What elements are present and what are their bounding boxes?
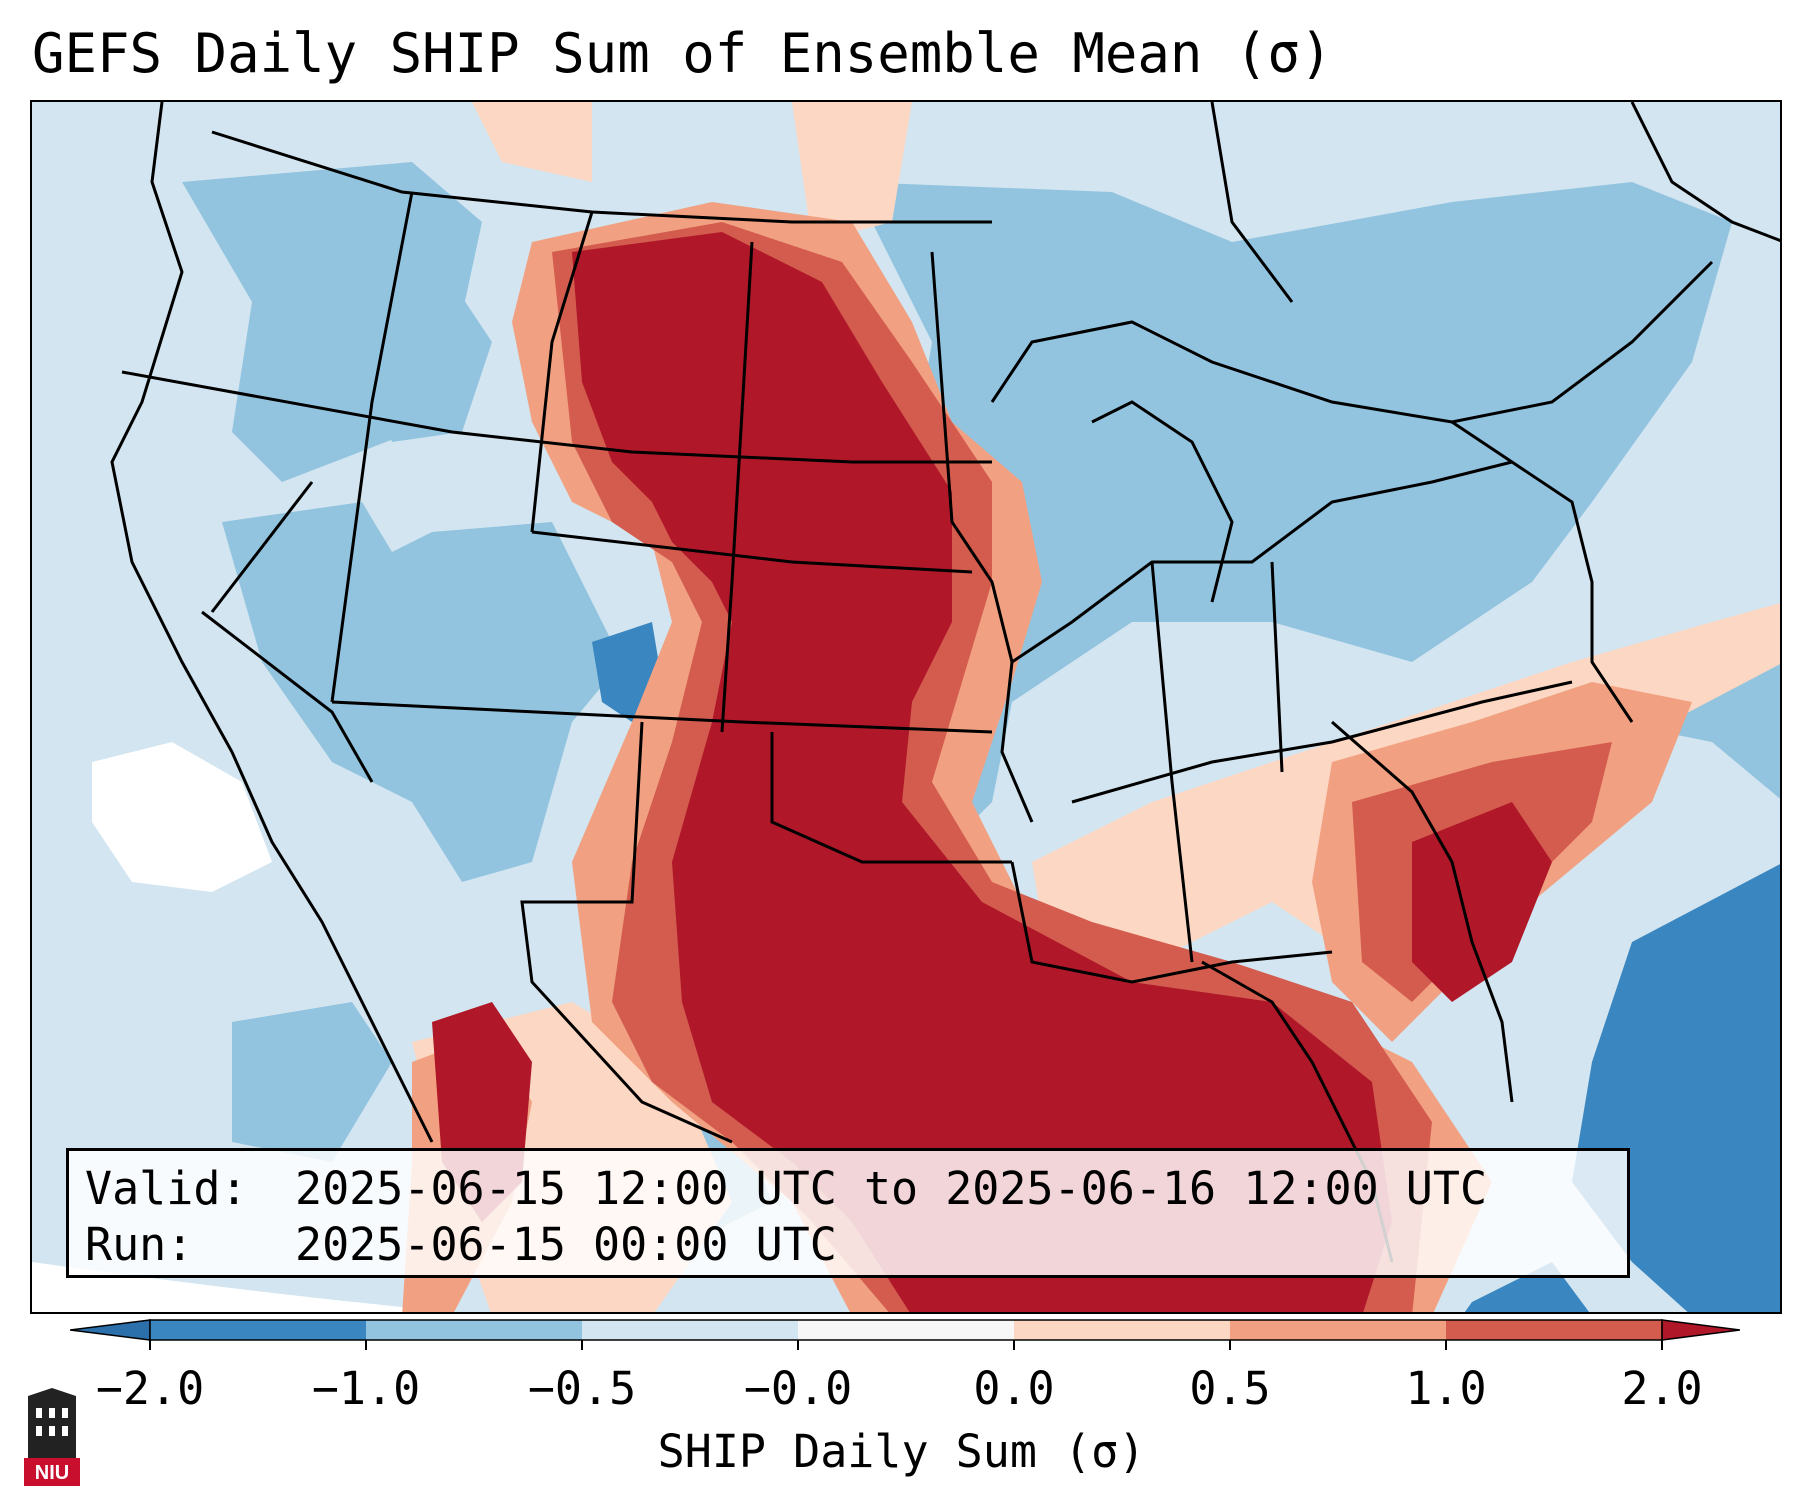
valid-label: Valid: bbox=[85, 1162, 248, 1215]
anomaly-map bbox=[32, 102, 1780, 1312]
colorbar-bin-5 bbox=[1014, 1320, 1230, 1340]
logo-text: NIU bbox=[35, 1462, 69, 1484]
colorbar-tick-label: 0.0 bbox=[973, 1362, 1055, 1415]
colorbar bbox=[70, 1319, 1740, 1350]
colorbar-bin-6 bbox=[1230, 1320, 1446, 1340]
colorbar-tick-label: 2.0 bbox=[1621, 1362, 1703, 1415]
colorbar-bin-3 bbox=[582, 1320, 798, 1340]
colorbar-ticks bbox=[149, 1340, 1663, 1350]
map-panel bbox=[30, 100, 1782, 1314]
colorbar-outline bbox=[149, 1319, 1663, 1341]
colorbar-bin-4 bbox=[798, 1320, 1014, 1340]
valid-value: 2025-06-15 12:00 UTC to 2025-06-16 12:00… bbox=[295, 1162, 1488, 1215]
run-value: 2025-06-15 00:00 UTC bbox=[295, 1218, 837, 1271]
colorbar-bin-2 bbox=[366, 1320, 582, 1340]
state-boundaries bbox=[110, 102, 1780, 1263]
colorbar-extend-high bbox=[1661, 1319, 1740, 1341]
colorbar-bin-1 bbox=[150, 1320, 366, 1340]
colorbar-label: SHIP Daily Sum (σ) bbox=[657, 1425, 1146, 1478]
colorbar-tick-label: 0.5 bbox=[1189, 1362, 1271, 1415]
chart-title: GEFS Daily SHIP Sum of Ensemble Mean (σ) bbox=[32, 22, 1333, 85]
colorbar-extend-low bbox=[70, 1319, 151, 1341]
colorbar-tick-label: −0.0 bbox=[743, 1362, 853, 1415]
near-zero-patch bbox=[92, 742, 272, 892]
validity-info-box: Valid: 2025-06-15 12:00 UTC to 2025-06-16… bbox=[66, 1148, 1630, 1278]
colorbar-tick-label: −0.5 bbox=[527, 1362, 637, 1415]
valid-line: Valid: 2025-06-15 12:00 UTC to 2025-06-16… bbox=[85, 1161, 1611, 1217]
projection-edge bbox=[32, 1262, 453, 1312]
colorbar-tick-label: −2.0 bbox=[95, 1362, 205, 1415]
logo-badge bbox=[24, 1458, 80, 1486]
run-line: Run: 2025-06-15 00:00 UTC bbox=[85, 1217, 1611, 1273]
colorbar-tick-label: 1.0 bbox=[1405, 1362, 1487, 1415]
niu-logo: NIU bbox=[24, 1388, 80, 1486]
run-label: Run: bbox=[85, 1218, 194, 1271]
colorbar-bin-7 bbox=[1446, 1320, 1662, 1340]
colorbar-tick-label: −1.0 bbox=[311, 1362, 421, 1415]
